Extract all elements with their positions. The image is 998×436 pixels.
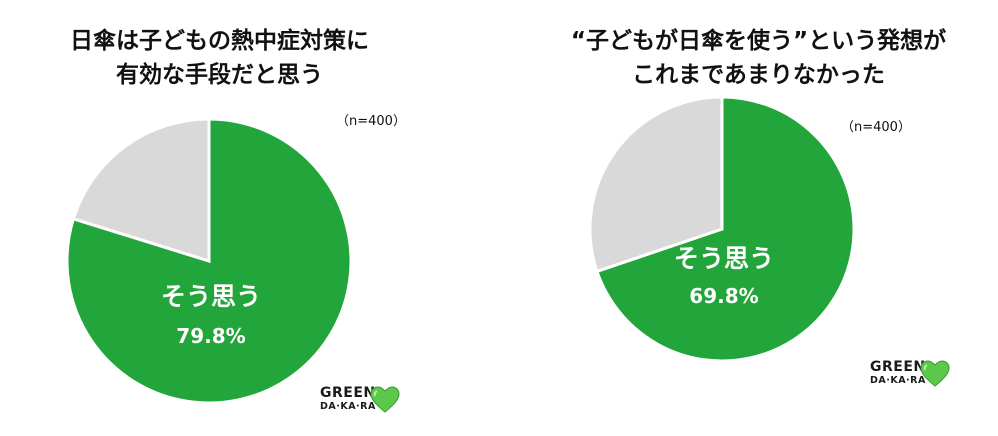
heart-icon — [370, 386, 400, 413]
chart-title: “子どもが日傘を使う”という発想が これまであまりなかった — [509, 24, 998, 92]
chart-title-line-2: これまであまりなかった — [632, 62, 885, 88]
brand-logo: GREEN DA·KA·RA — [870, 359, 950, 387]
slice-percent-label: 69.8% — [689, 284, 758, 308]
sample-size-note: （n=400） — [336, 114, 406, 129]
chart-panel-right: “子どもが日傘を使う”という発想が これまであまりなかった （n=400） そう… — [499, 0, 998, 436]
chart-title-line-2: 有効な手段だと思う — [116, 62, 323, 88]
slice-label: そう思う — [674, 244, 774, 273]
chart-title-line-1: “子どもが日傘を使う”という発想が — [570, 28, 947, 54]
logo-line-2: DA·KA·RA — [320, 401, 376, 412]
brand-logo: GREEN DA·KA·RA — [320, 385, 400, 413]
logo-line-1: GREEN — [870, 359, 926, 375]
pie-slice-agree — [595, 95, 856, 363]
pie-chart: そう思う 79.8% — [65, 117, 353, 405]
pie-chart: そう思う 69.8% — [588, 95, 856, 363]
pie-slice-other — [588, 95, 724, 274]
sample-size-note: （n=400） — [841, 120, 911, 135]
chart-panel-left: 日傘は子どもの熱中症対策に 有効な手段だと思う （n=400） そう思う 79.8… — [0, 24, 469, 413]
heart-icon — [920, 360, 950, 387]
slice-label: そう思う — [161, 282, 261, 311]
slice-percent-label: 79.8% — [176, 324, 245, 348]
pie-slice-other — [71, 117, 211, 264]
chart-title: 日傘は子どもの熱中症対策に 有効な手段だと思う — [0, 24, 469, 92]
logo-line-1: GREEN — [320, 385, 376, 401]
logo-line-2: DA·KA·RA — [870, 375, 926, 386]
chart-title-line-1: 日傘は子どもの熱中症対策に — [70, 28, 369, 54]
